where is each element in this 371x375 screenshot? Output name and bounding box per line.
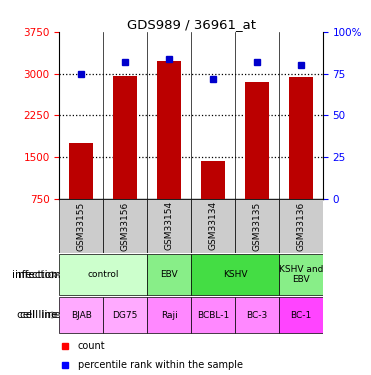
Bar (279, 297, 323, 333)
Title: GDS989 / 36961_at: GDS989 / 36961_at (127, 18, 256, 31)
Text: BJAB: BJAB (71, 310, 92, 320)
Bar (191, 297, 235, 333)
Text: cell line: cell line (17, 310, 58, 320)
Bar (147, 297, 191, 333)
Text: BC-1: BC-1 (290, 310, 311, 320)
Text: infection: infection (12, 270, 58, 280)
Bar (59, 199, 103, 253)
Text: BC-3: BC-3 (246, 310, 267, 320)
Text: GSM33136: GSM33136 (296, 201, 305, 250)
Bar (245, 82, 269, 199)
Bar (103, 199, 147, 253)
Text: KSHV: KSHV (223, 270, 247, 279)
Text: count: count (78, 341, 105, 351)
Text: GSM33134: GSM33134 (209, 201, 217, 250)
Bar (59, 254, 147, 296)
Text: GSM33154: GSM33154 (165, 201, 174, 250)
Bar (279, 199, 323, 253)
Bar (191, 199, 235, 253)
Bar (235, 297, 279, 333)
Text: GSM33155: GSM33155 (77, 201, 86, 250)
Text: BCBL-1: BCBL-1 (197, 310, 229, 320)
Bar (191, 254, 279, 296)
Text: control: control (88, 270, 119, 279)
Text: GSM33156: GSM33156 (121, 201, 130, 250)
Bar (289, 78, 313, 199)
Bar (103, 297, 147, 333)
Bar (59, 297, 103, 333)
Bar (157, 62, 181, 199)
Bar (201, 161, 225, 199)
Text: GSM33135: GSM33135 (252, 201, 262, 250)
Bar (147, 254, 191, 296)
Text: KSHV and
EBV: KSHV and EBV (279, 265, 323, 284)
Bar (279, 254, 323, 296)
Text: infection: infection (14, 270, 60, 280)
Text: Raji: Raji (161, 310, 177, 320)
Text: DG75: DG75 (112, 310, 138, 320)
Text: percentile rank within the sample: percentile rank within the sample (78, 360, 243, 370)
Text: EBV: EBV (160, 270, 178, 279)
Bar (147, 199, 191, 253)
Bar (113, 76, 137, 199)
Bar (69, 143, 93, 199)
Bar (235, 199, 279, 253)
Text: cell line: cell line (20, 310, 60, 320)
